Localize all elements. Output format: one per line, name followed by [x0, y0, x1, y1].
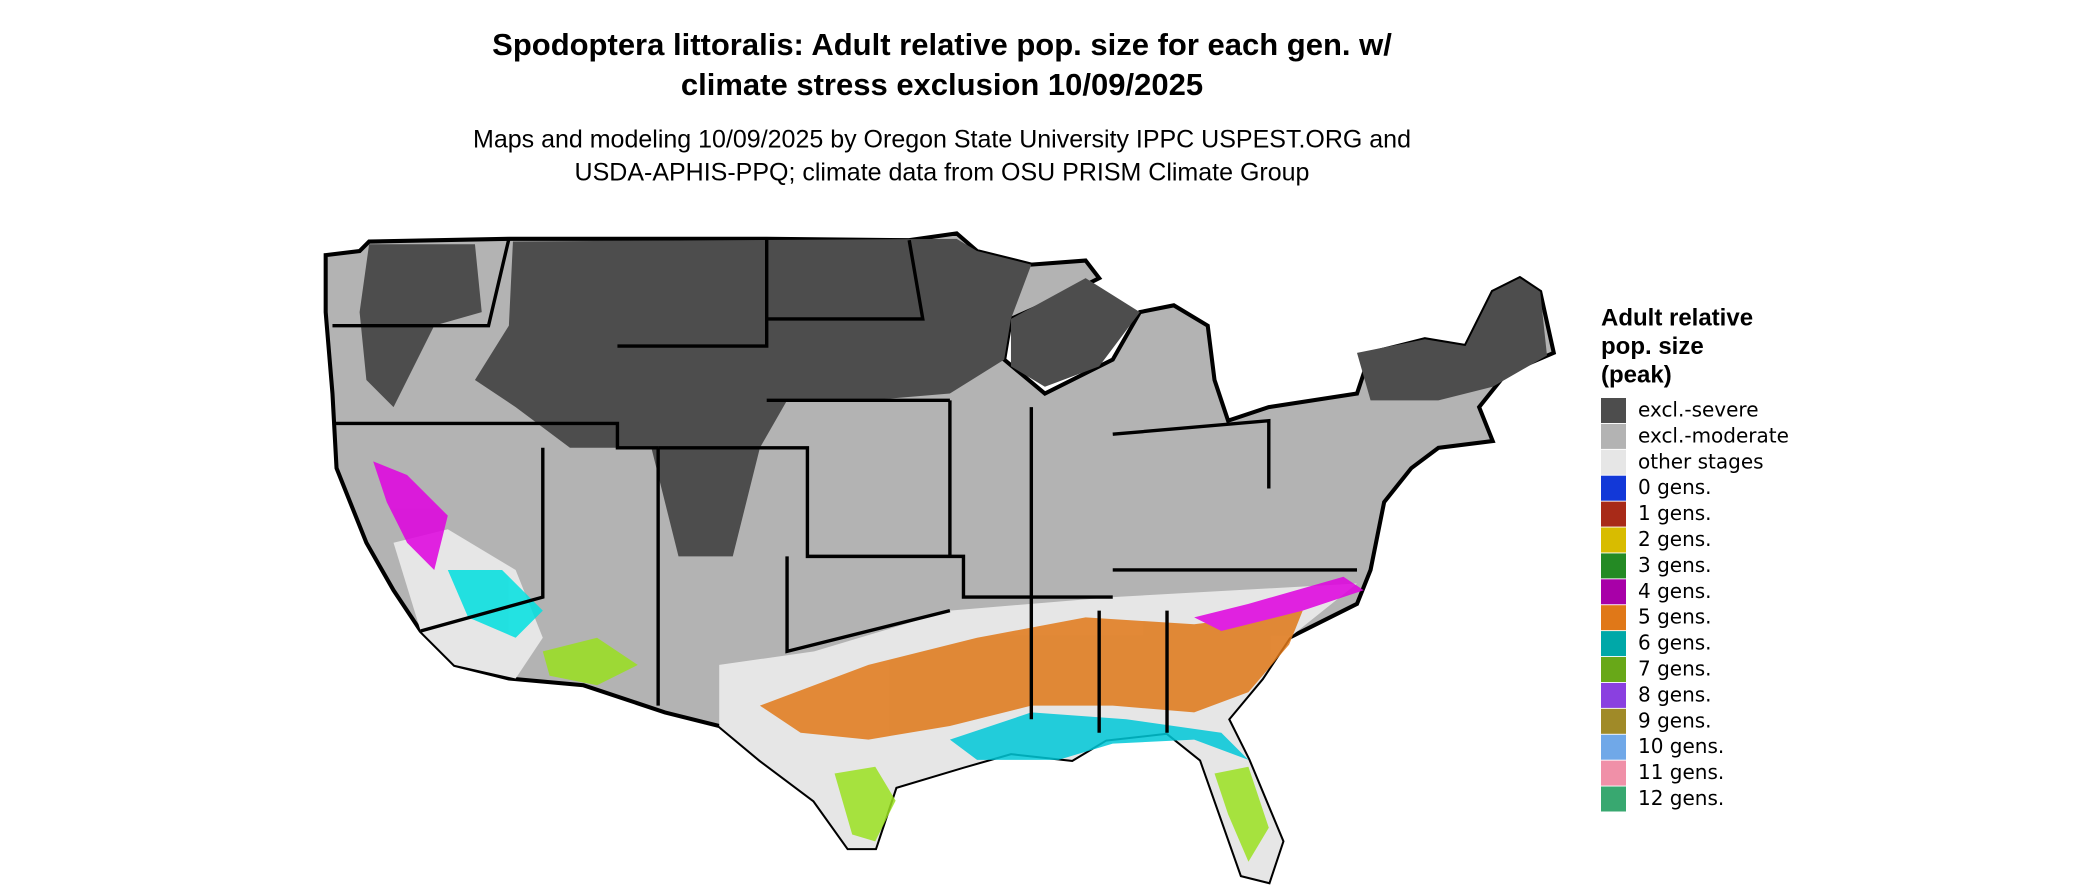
- legend-title: pop. size: [1601, 333, 1704, 360]
- legend-swatch: [1601, 449, 1626, 475]
- legend-label: 9 gens.: [1638, 708, 1712, 732]
- legend-swatch: [1601, 501, 1626, 527]
- legend-label: 7 gens.: [1638, 657, 1712, 681]
- title-line: Spodoptera littoralis: Adult relative po…: [492, 27, 1392, 62]
- legend-label: 11 gens.: [1638, 760, 1724, 784]
- legend-swatch: [1601, 553, 1626, 579]
- legend-swatch: [1601, 708, 1626, 734]
- legend-swatch: [1601, 527, 1626, 553]
- titles: Spodoptera littoralis: Adult relative po…: [473, 27, 1411, 186]
- legend-label: 1 gens.: [1638, 501, 1712, 525]
- legend-title: Adult relative: [1601, 304, 1753, 331]
- legend-title: (peak): [1601, 361, 1672, 388]
- legend-label: 4 gens.: [1638, 579, 1712, 603]
- legend-swatch: [1601, 760, 1626, 786]
- legend-swatch: [1601, 605, 1626, 631]
- legend-label: 0 gens.: [1638, 475, 1712, 499]
- legend-label: excl.-severe: [1638, 398, 1759, 422]
- legend-swatch: [1601, 657, 1626, 682]
- legend-label: 6 gens.: [1638, 631, 1712, 655]
- legend-label: excl.-moderate: [1638, 423, 1789, 447]
- legend-label: 12 gens.: [1638, 786, 1724, 810]
- subtitle-line: Maps and modeling 10/09/2025 by Oregon S…: [473, 126, 1411, 154]
- us-map: [323, 231, 1557, 885]
- legend-swatch: [1601, 734, 1626, 760]
- legend-label: 5 gens.: [1638, 605, 1712, 629]
- legend-swatch: [1601, 423, 1626, 449]
- title-line: climate stress exclusion 10/09/2025: [681, 67, 1203, 102]
- legend-swatch: [1601, 398, 1626, 423]
- state-borders: [332, 238, 1357, 733]
- subtitle-line: USDA-APHIS-PPQ; climate data from OSU PR…: [575, 159, 1310, 187]
- legend-label: 8 gens.: [1638, 682, 1712, 706]
- legend-swatch: [1601, 631, 1626, 657]
- legend-label: 3 gens.: [1638, 553, 1712, 577]
- legend-label: 10 gens.: [1638, 734, 1724, 758]
- legend-label: other stages: [1638, 449, 1764, 473]
- legend-swatch: [1601, 579, 1626, 605]
- legend-label: 2 gens.: [1638, 527, 1712, 551]
- legend-swatch: [1601, 475, 1626, 501]
- legend-swatch: [1601, 682, 1626, 708]
- legend-swatch: [1601, 786, 1626, 812]
